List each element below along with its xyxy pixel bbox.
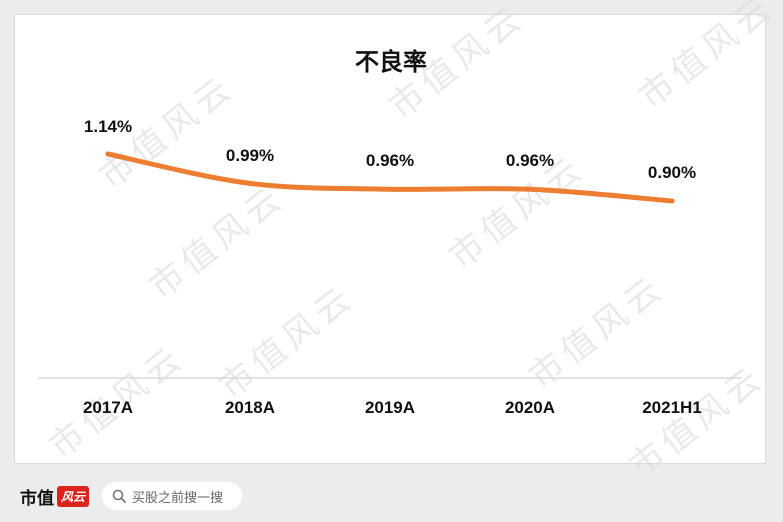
search-bar[interactable]: 买股之前搜一搜 [102,482,242,510]
line-chart: 不良率 1.14% 0.99% 0.96% 0.96% 0.90% 2017A 2018A… [38,48,742,417]
data-label: 0.99% [226,146,274,165]
footer: 市值 风云 买股之前搜一搜 [0,470,783,522]
brand-text: 市值 [20,488,54,509]
brand-logo[interactable]: 市值 风云 [20,484,90,509]
brand-mark: 风云 [57,485,90,507]
data-label: 0.90% [648,163,696,182]
x-tick-label: 2019A [365,398,415,417]
x-tick-label: 2018A [225,398,275,417]
data-point [669,198,675,204]
chart-card: 市值风云 市值风云 市值风云 市值风云 市值风云 市值风云 市值风云 市值风云 … [14,0,783,487]
data-label: 0.96% [366,151,414,170]
x-tick-label: 2017A [83,398,133,417]
ticks-layer: 2017A 2018A 2019A 2020A 2021H1 [83,398,702,417]
data-point [105,151,111,157]
data-point [247,180,253,186]
series-layer [105,151,675,204]
x-tick-label: 2020A [505,398,555,417]
search-placeholder: 买股之前搜一搜 [132,490,224,506]
data-label: 1.14% [84,117,132,136]
search-icon [112,489,126,503]
chart-title: 不良率 [355,48,427,76]
data-point [527,186,533,192]
data-point [387,186,393,192]
data-label: 0.96% [506,151,554,170]
labels-layer: 1.14% 0.99% 0.96% 0.96% 0.90% [84,117,696,182]
x-tick-label: 2021H1 [642,398,702,417]
